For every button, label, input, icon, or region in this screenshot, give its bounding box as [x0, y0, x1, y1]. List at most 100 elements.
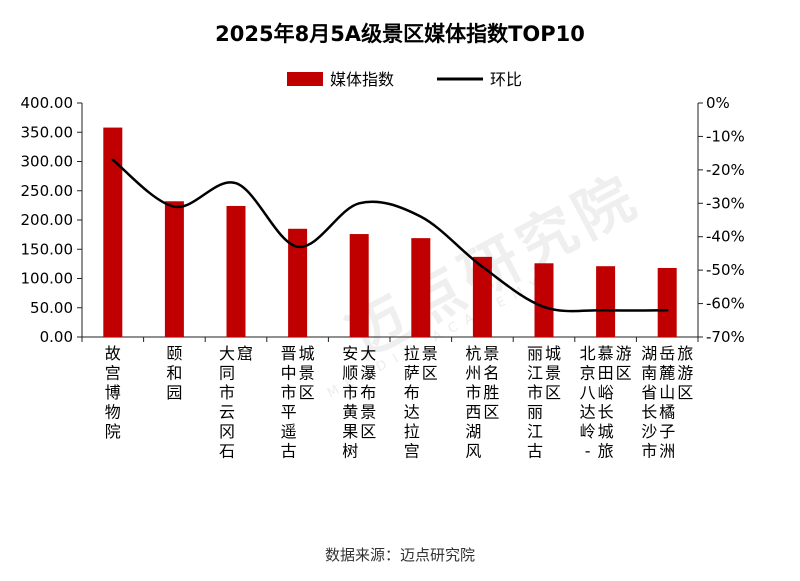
x-category-label-char: 石 — [219, 442, 235, 461]
x-category-label-char: 达 — [580, 403, 596, 422]
left-axis-tick-label: 400.00 — [21, 94, 74, 112]
x-category-label-char: 江 — [527, 364, 543, 383]
chart-title: 2025年8月5A级景区媒体指数TOP10 — [215, 22, 585, 46]
x-category-label-char: 遥 — [281, 422, 297, 441]
bar-media-index-3 — [226, 205, 246, 337]
right-axis-tick-label: -50% — [706, 261, 745, 279]
x-category-label-char: 景 — [422, 344, 438, 363]
bar-media-index-6 — [411, 238, 431, 337]
x-category-label-char: 峪 — [598, 383, 614, 402]
x-category-label-char: 颐 — [166, 344, 182, 363]
x-category-label-char: 果 — [342, 422, 358, 441]
x-category-label-char: 窟 — [237, 344, 253, 363]
x-category-label-char: 区 — [483, 403, 499, 422]
bar-media-index-5 — [349, 234, 369, 337]
x-category-label-char: 城 — [598, 422, 614, 441]
x-category-label-char: 旅 — [677, 344, 693, 363]
x-category-label-char: 麓 — [659, 364, 675, 383]
data-source-note: 数据来源：迈点研究院 — [324, 546, 475, 564]
x-category-label-char: 宫 — [404, 442, 420, 461]
legend-bar-swatch — [287, 72, 323, 86]
x-category-label-char: 省 — [641, 383, 657, 402]
x-category-label-char: 西 — [465, 403, 481, 422]
x-category-label-char: 北 — [580, 344, 596, 363]
x-category-label-char: 市 — [342, 383, 358, 402]
x-category-label-char: 拉 — [404, 422, 420, 441]
right-axis-tick-label: -70% — [706, 328, 745, 346]
x-category-label-char: 洲 — [659, 442, 675, 461]
x-category-label-char: 丽 — [527, 344, 543, 363]
x-category-label-char: 宫 — [105, 364, 121, 383]
left-axis-tick-label: 100.00 — [21, 270, 74, 288]
left-axis-tick-label: 200.00 — [21, 211, 74, 229]
x-category-label-char: 慕 — [598, 344, 614, 363]
x-category-label-char: 市 — [641, 442, 657, 461]
x-category-label-char: 山 — [659, 383, 675, 402]
bar-media-index-7 — [472, 256, 492, 337]
bar-media-index-4 — [288, 228, 308, 337]
x-category-label-char: 区 — [422, 364, 438, 383]
x-category-label-char: 区 — [616, 364, 632, 383]
legend-line-label: 环比 — [490, 70, 522, 89]
x-category-label-char: 黄 — [342, 403, 358, 422]
right-axis-tick-label: -40% — [706, 228, 745, 246]
x-category-label-char: - — [585, 442, 591, 461]
x-category-label-char: 同 — [219, 364, 235, 383]
bar-media-index-2 — [164, 201, 184, 337]
left-axis-tick-label: 250.00 — [21, 182, 74, 200]
right-axis-tick-label: -10% — [706, 127, 745, 145]
x-category-label-char: 布 — [404, 383, 420, 402]
x-category-label-char: 古 — [281, 442, 297, 461]
left-axis-tick-label: 300.00 — [21, 153, 74, 171]
x-category-label-char: 长 — [598, 403, 614, 422]
x-category-label-char: 游 — [616, 344, 632, 363]
x-category-label-char: 拉 — [404, 344, 420, 363]
right-axis-tick-label: 0% — [706, 94, 730, 112]
left-axis-tick-label: 0.00 — [40, 328, 73, 346]
x-category-label-char: 区 — [360, 422, 376, 441]
x-category-label-char: 游 — [677, 364, 693, 383]
x-category-label-char: 物 — [105, 403, 121, 422]
x-category-label-char: 田 — [598, 364, 614, 383]
x-category-label-char: 城 — [299, 344, 315, 363]
x-category-label-char: 景 — [299, 364, 315, 383]
x-category-label-char: 景 — [483, 344, 499, 363]
x-category-label-char: 布 — [360, 383, 376, 402]
bar-media-index-9 — [596, 266, 616, 337]
legend-bar-label: 媒体指数 — [330, 70, 394, 89]
x-category-label-char: 平 — [281, 403, 297, 422]
x-category-label-char: 市 — [527, 383, 543, 402]
x-category-label-char: 区 — [677, 383, 693, 402]
x-category-label-char: 萨 — [404, 364, 420, 383]
x-category-label-char: 旅 — [598, 442, 614, 461]
x-category-label-char: 冈 — [219, 422, 235, 441]
line-mom-change — [111, 158, 669, 313]
x-category-label-char: 沙 — [641, 422, 657, 441]
bar-media-index-10 — [657, 267, 677, 337]
x-category-label-char: 区 — [299, 383, 315, 402]
x-category-label-char: 故 — [105, 344, 121, 363]
x-category-label-char: 名 — [483, 364, 499, 383]
bar-media-index-1 — [103, 127, 123, 337]
x-category-label-char: 岳 — [659, 344, 675, 363]
x-category-label-char: 区 — [545, 383, 561, 402]
left-axis-tick-label: 350.00 — [21, 123, 74, 141]
x-category-label-char: 景 — [360, 403, 376, 422]
x-category-label-char: 长 — [641, 403, 657, 422]
right-axis-tick-label: -20% — [706, 161, 745, 179]
x-category-label-char: 云 — [219, 403, 235, 422]
x-category-label-char: 子 — [659, 422, 675, 441]
right-axis-tick-label: -30% — [706, 194, 745, 212]
x-category-label-char: 湖 — [641, 344, 657, 363]
x-category-label-char: 城 — [545, 344, 561, 363]
x-category-label-char: 湖 — [465, 422, 481, 441]
x-category-label-char: 景 — [545, 364, 561, 383]
x-category-label-char: 和 — [166, 364, 182, 383]
x-category-label-char: 中 — [281, 364, 297, 383]
x-category-label-char: 古 — [527, 442, 543, 461]
right-axis-tick-label: -60% — [706, 295, 745, 313]
